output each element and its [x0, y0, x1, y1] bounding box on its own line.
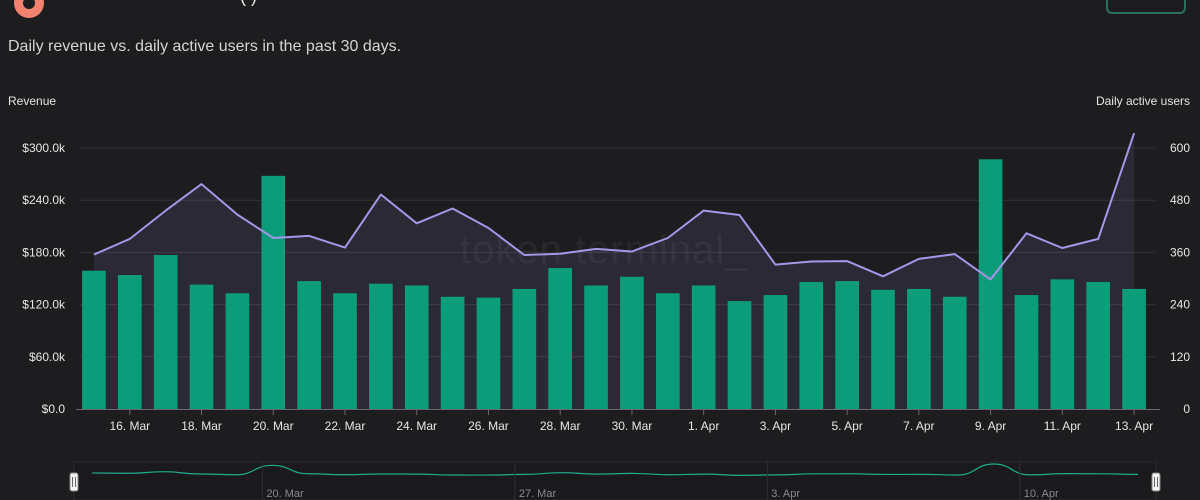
revenue-bar[interactable] [584, 285, 608, 409]
revenue-bar[interactable] [297, 281, 321, 409]
bar-layer [82, 159, 1146, 409]
revenue-bar[interactable] [691, 285, 716, 409]
revenue-bar[interactable] [907, 288, 931, 409]
navigator-background [73, 461, 1157, 500]
navigator-series [92, 463, 1138, 476]
options-button[interactable] [1106, 0, 1186, 14]
left-tick-label: $240.0k [22, 193, 66, 207]
x-tick-label: 30. Mar [612, 419, 653, 433]
revenue-bar[interactable] [476, 297, 501, 409]
revenue-bar[interactable] [1122, 288, 1146, 409]
revenue-bar[interactable] [799, 281, 824, 409]
left-tick-label: $300.0k [22, 141, 66, 155]
navigator[interactable]: 20. Mar 27. Mar 3. Apr 10. Apr [69, 461, 1161, 500]
revenue-bar[interactable] [117, 275, 142, 409]
axis-layer: $0.0 $60.0k $120.0k $180.0k $240.0k $300.0k 0 1… [22, 141, 1190, 433]
revenue-bar[interactable] [978, 159, 1003, 409]
chart-subtitle: Daily revenue vs. daily active users in … [8, 38, 402, 55]
left-tick-label: $180.0k [22, 245, 66, 259]
x-tick-label: 5. Apr [831, 419, 862, 433]
left-tick-label: $120.0k [22, 298, 66, 312]
revenue-bar[interactable] [512, 288, 537, 409]
right-axis-title: Daily active users [1095, 94, 1190, 108]
x-tick-label: 20. Mar [253, 419, 294, 433]
revenue-bar[interactable] [942, 296, 967, 409]
revenue-bar[interactable] [835, 281, 859, 409]
revenue-bar[interactable] [225, 293, 250, 409]
x-tick-label: 9. Apr [975, 419, 1006, 433]
revenue-bar[interactable] [763, 295, 788, 409]
revenue-bar[interactable] [1050, 279, 1075, 409]
right-tick-label: 600 [1170, 141, 1190, 155]
x-tick-label: 16. Mar [109, 419, 150, 433]
x-tick-label: 13. Apr [1115, 419, 1153, 433]
revenue-bar[interactable] [727, 301, 752, 409]
revenue-bar[interactable] [871, 289, 895, 409]
app-logo [14, 0, 44, 18]
line-layer [93, 132, 1136, 281]
x-tick-label: 28. Mar [540, 419, 581, 433]
revenue-bar[interactable] [189, 284, 214, 409]
navigator-handle-right[interactable] [1151, 472, 1161, 492]
navigator-label: 10. Apr [1024, 488, 1059, 500]
navigator-label: 3. Apr [771, 488, 800, 500]
revenue-bar[interactable] [153, 255, 178, 409]
left-tick-label: $60.0k [29, 350, 66, 364]
navigator-label: 20. Mar [266, 488, 304, 500]
revenue-bar[interactable] [404, 285, 429, 409]
revenue-bar[interactable] [1086, 281, 1111, 409]
x-tick-label: 7. Apr [903, 419, 934, 433]
revenue-bar[interactable] [655, 293, 680, 409]
left-tick-label: $0.0 [42, 402, 66, 416]
revenue-bar[interactable] [440, 296, 465, 409]
revenue-bar[interactable] [369, 283, 393, 409]
revenue-bar[interactable] [1014, 295, 1039, 409]
chart-title-fragment: ( ) [240, 0, 257, 7]
revenue-bar[interactable] [620, 276, 644, 409]
x-tick-label: 11. Apr [1044, 419, 1081, 433]
x-tick-label: 18. Mar [181, 419, 222, 433]
x-tick-label: 22. Mar [325, 419, 366, 433]
revenue-bar[interactable] [261, 175, 286, 409]
x-tick-label: 24. Mar [396, 419, 437, 433]
revenue-bar[interactable] [333, 293, 357, 409]
x-tick-label: 3. Apr [760, 419, 791, 433]
revenue-bar[interactable] [82, 270, 106, 409]
grid-layer [80, 147, 1155, 358]
right-tick-label: 480 [1170, 193, 1190, 207]
navigator-label: 27. Mar [519, 488, 557, 500]
x-tick-label: 1. Apr [688, 419, 719, 433]
right-tick-label: 240 [1170, 298, 1190, 312]
dau-line [93, 132, 1136, 281]
right-tick-label: 120 [1170, 350, 1190, 364]
x-tick-label: 26. Mar [468, 419, 509, 433]
navigator-handle-left[interactable] [69, 472, 79, 492]
left-axis-title: Revenue [8, 94, 57, 108]
revenue-bar[interactable] [548, 268, 573, 409]
right-tick-label: 360 [1170, 245, 1190, 259]
right-tick-label: 0 [1183, 402, 1190, 416]
